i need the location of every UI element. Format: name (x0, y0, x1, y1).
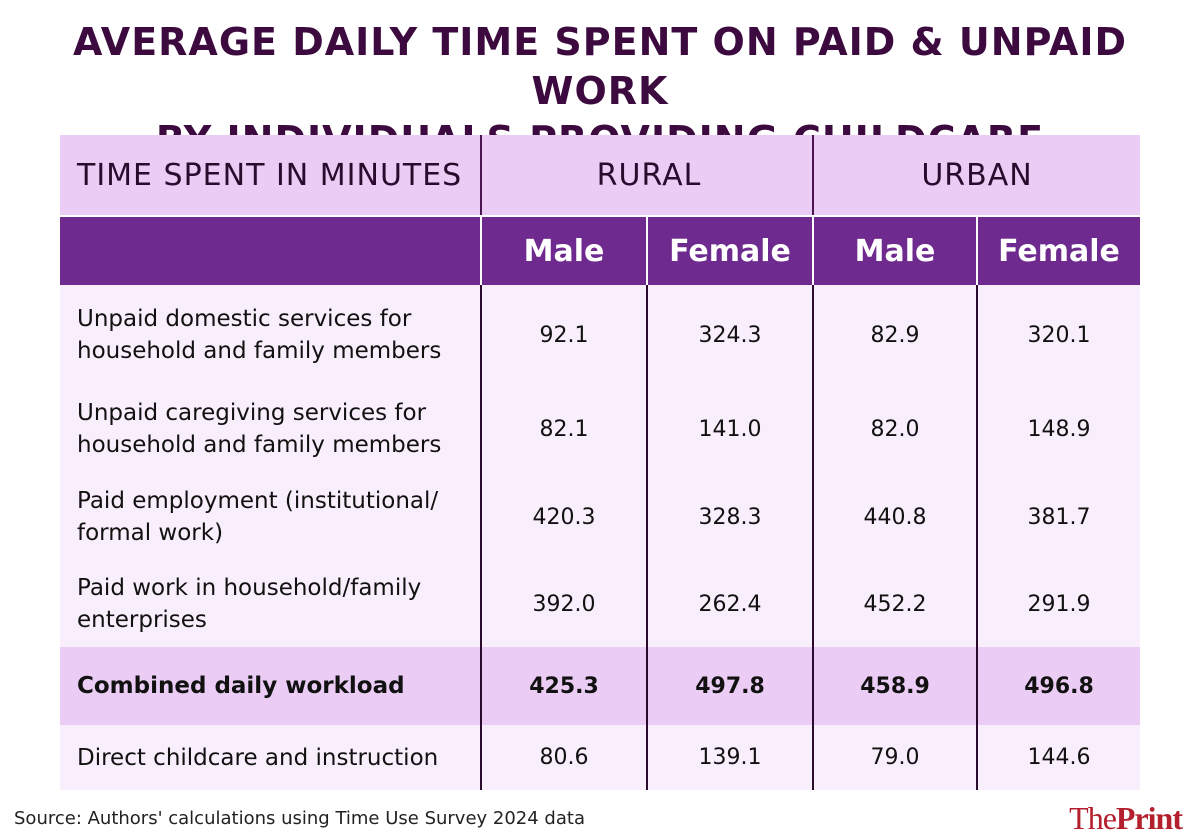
row-label-line2: enterprises (77, 607, 207, 633)
table-cell-value: 324.3 (698, 322, 762, 348)
table-cell-value: 452.2 (863, 591, 927, 617)
table-cell-value: 139.1 (698, 745, 762, 770)
data-table: TIME SPENT IN MINUTES RURAL URBAN Male F… (60, 135, 1140, 790)
row-label: Direct childcare and instruction (77, 725, 477, 790)
divider (976, 217, 978, 285)
divider (480, 217, 482, 285)
header-urban-male: Male (854, 233, 936, 269)
row-label-line2: household and family members (77, 338, 442, 364)
table-cell-value: 82.1 (539, 416, 589, 442)
table-cell-value: 392.0 (532, 591, 596, 617)
row-label-line2: household and family members (77, 432, 442, 458)
table-cell-value: 291.9 (1027, 591, 1091, 617)
row-label: Paid work in household/family enterprises (77, 561, 477, 647)
row-label-line1: Direct childcare and instruction (77, 744, 439, 771)
divider (812, 217, 814, 285)
table-row: Paid employment (institutional/formal wo… (60, 473, 1140, 561)
table-cell-value: 320.1 (1027, 322, 1091, 348)
row-label-line1: Unpaid caregiving services for (77, 400, 427, 426)
table-cell-value: 497.8 (695, 673, 765, 699)
table-cell-value: 82.9 (870, 322, 920, 348)
row-label-line1: Paid employment (institutional/ (77, 488, 439, 514)
row-label-line1: Paid work in household/family (77, 575, 422, 601)
table-row: Direct childcare and instruction 80.6 139.… (60, 725, 1140, 790)
title-line-1: AVERAGE DAILY TIME SPENT ON PAID & UNPAI… (72, 20, 1128, 113)
column-divider (812, 285, 814, 790)
table-cell-value: 92.1 (539, 322, 589, 348)
table-row: Paid work in household/family enterprises… (60, 561, 1140, 647)
header-rural: RURAL (596, 157, 702, 193)
header-row-top: TIME SPENT IN MINUTES RURAL URBAN (60, 135, 1140, 215)
divider (480, 135, 482, 215)
column-divider (480, 285, 482, 790)
table-cell-value: 144.6 (1027, 745, 1091, 770)
table-cell-value: 381.7 (1027, 504, 1091, 530)
table-cell-value: 458.9 (860, 673, 930, 699)
theprint-logo: ThePrint (1069, 800, 1183, 837)
column-divider (646, 285, 648, 790)
table-body: Unpaid domestic services for household an… (60, 285, 1140, 790)
row-label-line1: Combined daily workload (77, 673, 405, 699)
table-row: Combined daily workload 425.3 497.8 458.9 49… (60, 647, 1140, 725)
column-divider (976, 285, 978, 790)
table-cell-value: 328.3 (698, 504, 762, 530)
row-label-line1: Unpaid domestic services for (77, 306, 412, 332)
table-cell-value: 82.0 (870, 416, 920, 442)
table-cell-value: 420.3 (532, 504, 596, 530)
table-cell-value: 148.9 (1027, 416, 1091, 442)
table-cell-value: 80.6 (539, 745, 589, 770)
table-cell-value: 141.0 (698, 416, 762, 442)
header-urban: URBAN (921, 157, 1033, 193)
row-label: Unpaid domestic services for household an… (77, 285, 477, 385)
table-cell-value: 440.8 (863, 504, 927, 530)
row-label-line2: formal work) (77, 520, 224, 546)
divider (646, 217, 648, 285)
table-cell-value: 496.8 (1024, 673, 1094, 699)
table-row: Unpaid domestic services for household an… (60, 285, 1140, 385)
logo-part-the: The (1069, 800, 1117, 836)
header-row-gender: Male Female Male Female (60, 217, 1140, 285)
table-row: Unpaid caregiving services for household … (60, 385, 1140, 473)
row-label: Unpaid caregiving services for household … (77, 385, 477, 473)
logo-part-print: Print (1115, 800, 1183, 836)
header-time-spent: TIME SPENT IN MINUTES (77, 157, 463, 193)
header-rural-male: Male (523, 233, 605, 269)
divider (812, 135, 814, 215)
table-cell-value: 79.0 (870, 745, 920, 770)
table-cell-value: 262.4 (698, 591, 762, 617)
row-label: Paid employment (institutional/formal wo… (77, 473, 477, 561)
table-cell-value: 425.3 (529, 673, 599, 699)
source-note: Source: Authors' calculations using Time… (14, 808, 585, 829)
header-urban-female: Female (998, 233, 1120, 269)
header-rural-female: Female (669, 233, 791, 269)
row-label: Combined daily workload (77, 647, 477, 725)
